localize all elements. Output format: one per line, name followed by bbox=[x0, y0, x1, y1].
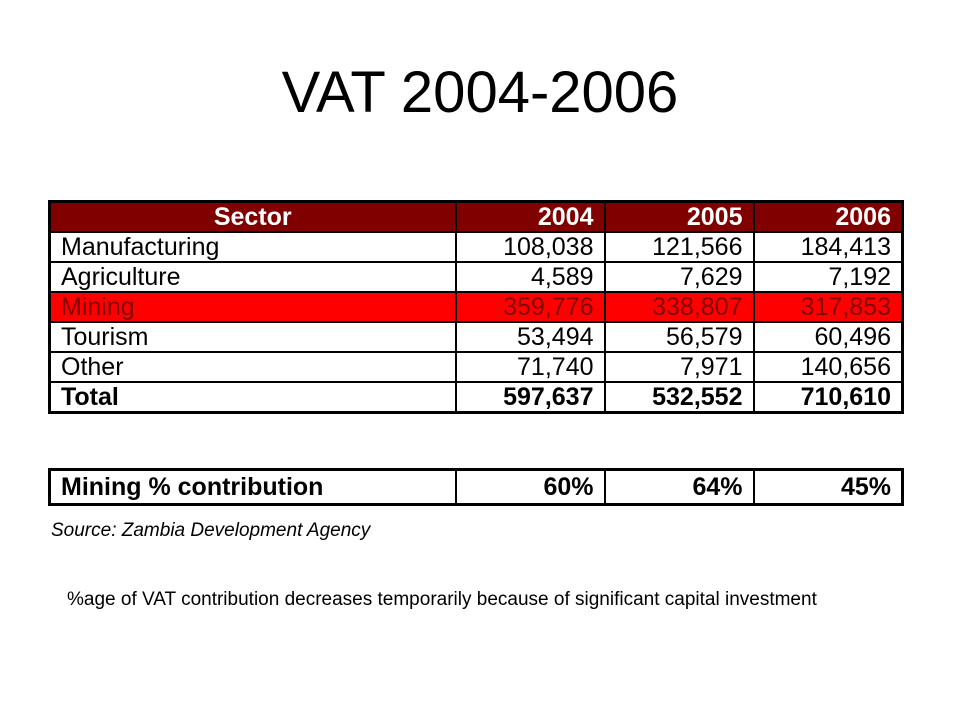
mining-contribution-table: Mining % contribution 60% 64% 45% bbox=[48, 468, 904, 506]
value-cell: 71,740 bbox=[454, 351, 606, 383]
value-cell: 317,853 bbox=[752, 291, 904, 323]
value-cell: 184,413 bbox=[752, 231, 904, 263]
value-cell: 359,776 bbox=[454, 291, 606, 323]
column-header-sector: Sector bbox=[48, 200, 457, 233]
sector-cell: Manufacturing bbox=[48, 231, 457, 263]
vat-table: Sector 2004 2005 2006 Manufacturing 108,038 12… bbox=[48, 200, 904, 414]
mining-contribution-label: Mining % contribution bbox=[48, 468, 457, 506]
value-cell: 60,496 bbox=[752, 321, 904, 353]
table-row: Manufacturing 108,038 121,566 184,413 bbox=[48, 231, 904, 263]
table-row: Agriculture 4,589 7,629 7,192 bbox=[48, 261, 904, 293]
value-cell: 7,629 bbox=[603, 261, 755, 293]
sector-cell: Other bbox=[48, 351, 457, 383]
source-note: Source: Zambia Development Agency bbox=[51, 520, 371, 541]
value-cell: 121,566 bbox=[603, 231, 755, 263]
table-row: Other 71,740 7,971 140,656 bbox=[48, 351, 904, 383]
table-header-row: Sector 2004 2005 2006 bbox=[48, 200, 904, 233]
value-cell: 338,807 bbox=[603, 291, 755, 323]
value-cell: 53,494 bbox=[454, 321, 606, 353]
percent-cell: 64% bbox=[603, 468, 755, 506]
percent-cell: 60% bbox=[454, 468, 606, 506]
column-header-year: 2004 bbox=[454, 200, 606, 233]
commentary-text: %age of VAT contribution decreases tempo… bbox=[67, 589, 817, 610]
percent-cell: 45% bbox=[752, 468, 904, 506]
table-row: Mining 359,776 338,807 317,853 bbox=[48, 291, 904, 323]
table-row: Tourism 53,494 56,579 60,496 bbox=[48, 321, 904, 353]
column-header-year: 2006 bbox=[752, 200, 904, 233]
sector-cell: Tourism bbox=[48, 321, 457, 353]
slide-title: VAT 2004-2006 bbox=[281, 60, 679, 125]
total-value-cell: 597,637 bbox=[454, 381, 606, 414]
sector-cell: Agriculture bbox=[48, 261, 457, 293]
total-value-cell: 532,552 bbox=[603, 381, 755, 414]
value-cell: 56,579 bbox=[603, 321, 755, 353]
total-label: Total bbox=[48, 381, 457, 414]
sector-cell: Mining bbox=[48, 291, 457, 323]
value-cell: 7,192 bbox=[752, 261, 904, 293]
mining-contribution-row: Mining % contribution 60% 64% 45% bbox=[48, 468, 904, 506]
total-value-cell: 710,610 bbox=[752, 381, 904, 414]
value-cell: 7,971 bbox=[603, 351, 755, 383]
value-cell: 140,656 bbox=[752, 351, 904, 383]
value-cell: 4,589 bbox=[454, 261, 606, 293]
column-header-year: 2005 bbox=[603, 200, 755, 233]
total-row: Total 597,637 532,552 710,610 bbox=[48, 381, 904, 414]
value-cell: 108,038 bbox=[454, 231, 606, 263]
